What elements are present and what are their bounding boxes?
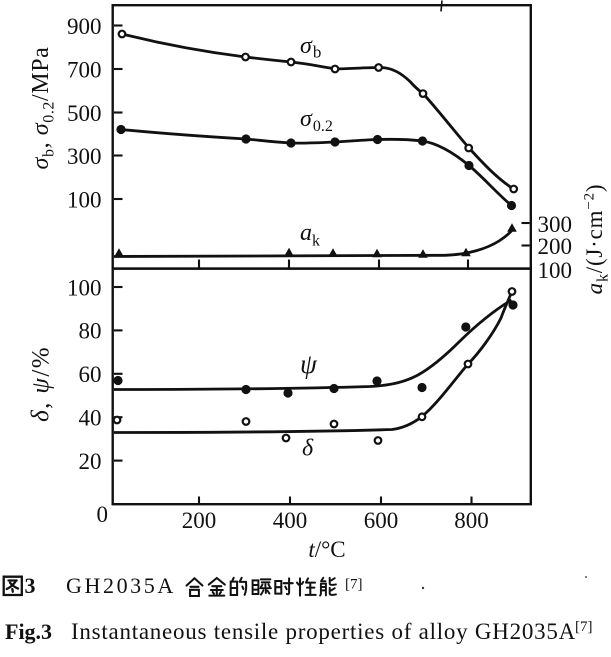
- svg-text:σ0.2: σ0.2: [300, 106, 333, 135]
- svg-text:80: 80: [79, 319, 102, 344]
- svg-text:ak/(J·cm−2): ak/(J·cm−2): [582, 184, 611, 295]
- svg-text:700: 700: [67, 57, 102, 82]
- svg-text:3: 3: [25, 573, 36, 598]
- svg-text:20: 20: [79, 449, 102, 474]
- svg-text:200: 200: [182, 508, 217, 533]
- svg-text:[7]: [7]: [575, 619, 593, 635]
- svg-text:σb, σ0.2/MPa: σb, σ0.2/MPa: [28, 47, 58, 170]
- svg-text:60: 60: [79, 362, 102, 387]
- svg-text:δ, ψ/%: δ, ψ/%: [28, 346, 55, 422]
- svg-text:ak: ak: [300, 220, 320, 250]
- svg-text:800: 800: [454, 508, 489, 533]
- svg-text:200: 200: [538, 234, 573, 259]
- svg-text:100: 100: [67, 187, 102, 212]
- svg-text:400: 400: [273, 508, 308, 533]
- svg-text:40: 40: [79, 406, 102, 431]
- svg-text:500: 500: [67, 101, 102, 126]
- svg-text:ψ: ψ: [300, 349, 318, 379]
- svg-text:100: 100: [67, 275, 102, 300]
- svg-text:300: 300: [67, 144, 102, 169]
- svg-text:100: 100: [538, 258, 573, 283]
- svg-text:300: 300: [538, 212, 573, 237]
- svg-text:δ: δ: [302, 436, 314, 462]
- svg-text:GH2035A: GH2035A: [66, 573, 176, 598]
- svg-text:Fig.3: Fig.3: [5, 619, 52, 644]
- svg-text:Instantaneous tensile properti: Instantaneous tensile properties of allo…: [71, 619, 576, 644]
- svg-text:σb: σb: [300, 33, 321, 62]
- svg-text:900: 900: [67, 14, 102, 39]
- svg-text:0: 0: [97, 502, 109, 527]
- svg-text:t/°C: t/°C: [308, 537, 345, 562]
- svg-text:600: 600: [364, 508, 399, 533]
- svg-text:[7]: [7]: [345, 577, 363, 593]
